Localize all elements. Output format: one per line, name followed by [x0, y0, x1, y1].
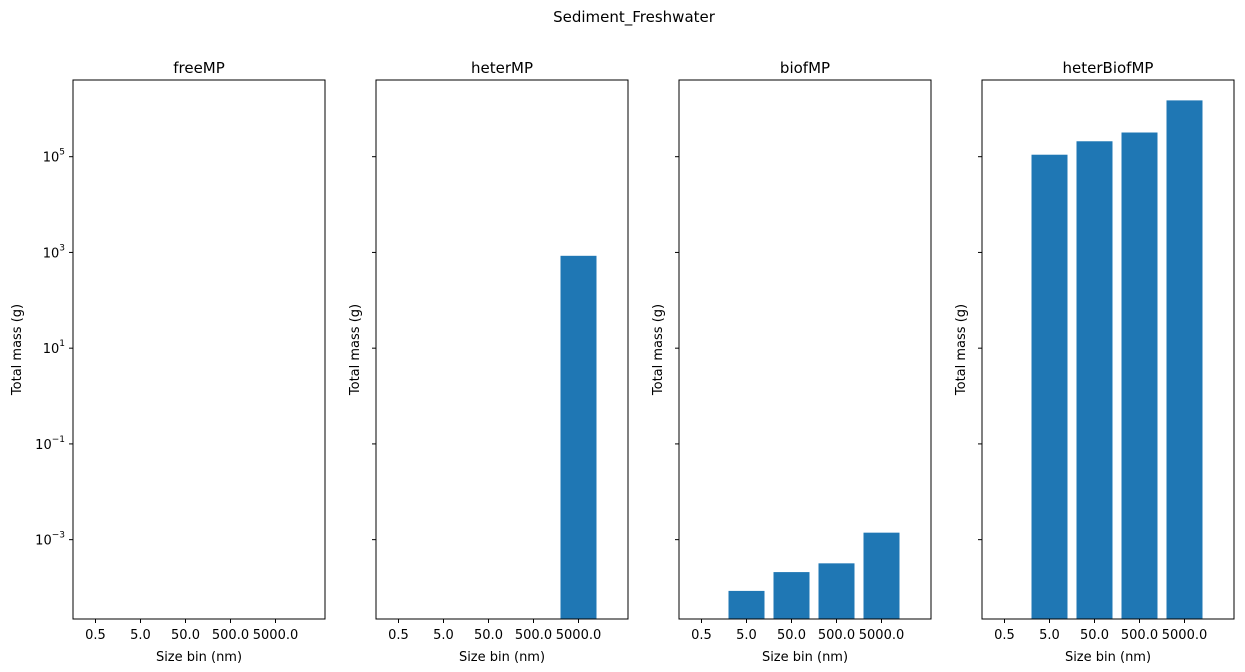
subplot-title: heterMP [471, 59, 533, 77]
x-axis-label: Size bin (nm) [762, 650, 848, 665]
bar-500.0 [1121, 132, 1158, 619]
y-tick-label: 10−3 [35, 531, 65, 549]
x-tick-label: 0.5 [85, 628, 106, 643]
bar-5.0 [728, 590, 765, 619]
x-tick-label: 50.0 [1080, 628, 1109, 643]
x-tick-label: 50.0 [171, 628, 200, 643]
y-tick-label: 105 [43, 148, 65, 166]
y-tick-label: 101 [43, 339, 65, 357]
bar-5000.0 [560, 255, 597, 619]
subplot-heterMP: 0.5 5.0 50.0 500.0 5000.0 heterMP Size bin (nm… [348, 59, 629, 665]
x-tick-label: 0.5 [994, 628, 1015, 643]
x-tick-label: 5000.0 [1162, 628, 1208, 643]
y-tick-label: 103 [43, 243, 65, 261]
y-axis-label: Total mass (g) [954, 304, 969, 396]
x-tick-label: 50.0 [777, 628, 806, 643]
bar-5000.0 [863, 532, 900, 619]
x-tick-label: 5.0 [130, 628, 151, 643]
axes-frame [72, 79, 326, 620]
x-tick-label: 5.0 [433, 628, 454, 643]
subplot-freeMP: 0.5 5.0 50.0 500.0 5000.0 105 103 101 10−1 10−3 fr… [10, 59, 326, 665]
bar-5.0 [1031, 154, 1068, 619]
y-axis-label: Total mass (g) [348, 304, 363, 396]
x-tick-label: 500.0 [515, 628, 552, 643]
y-tick-label: 10−1 [35, 435, 65, 453]
axes-frame [981, 79, 1235, 620]
x-axis-label: Size bin (nm) [1065, 650, 1151, 665]
x-tick-label: 5.0 [736, 628, 757, 643]
x-axis-label: Size bin (nm) [156, 650, 242, 665]
x-tick-label: 50.0 [474, 628, 503, 643]
subplots: 0.5 5.0 50.0 500.0 5000.0 105 103 101 10−1 10−3 fr… [10, 59, 1235, 665]
bar-50.0 [773, 572, 810, 619]
axes-frame [375, 79, 629, 620]
x-tick-label: 500.0 [212, 628, 249, 643]
subplot-title: heterBiofMP [1063, 59, 1154, 77]
bar-5000.0 [1166, 100, 1203, 619]
x-tick-label: 0.5 [388, 628, 409, 643]
x-axis-label: Size bin (nm) [459, 650, 545, 665]
subplot-biofMP: 0.5 5.0 50.0 500.0 5000.0 biofMP Size bin (nm)… [651, 59, 932, 665]
bar-500.0 [818, 563, 855, 619]
y-axis-label: Total mass (g) [651, 304, 666, 396]
x-tick-label: 5000.0 [253, 628, 299, 643]
y-axis-label: Total mass (g) [10, 304, 25, 396]
x-tick-label: 5000.0 [859, 628, 905, 643]
x-tick-label: 500.0 [818, 628, 855, 643]
x-tick-label: 5.0 [1039, 628, 1060, 643]
x-tick-label: 500.0 [1121, 628, 1158, 643]
subplot-heterBiofMP: 0.5 5.0 50.0 500.0 5000.0 heterBiofMP Size bin… [954, 59, 1235, 665]
bar-50.0 [1076, 141, 1113, 619]
axes-frame [678, 79, 932, 620]
figure-suptitle: Sediment_Freshwater [553, 8, 716, 27]
x-tick-label: 0.5 [691, 628, 712, 643]
subplot-title: freeMP [173, 59, 225, 77]
subplot-title: biofMP [780, 59, 830, 77]
x-tick-label: 5000.0 [556, 628, 602, 643]
